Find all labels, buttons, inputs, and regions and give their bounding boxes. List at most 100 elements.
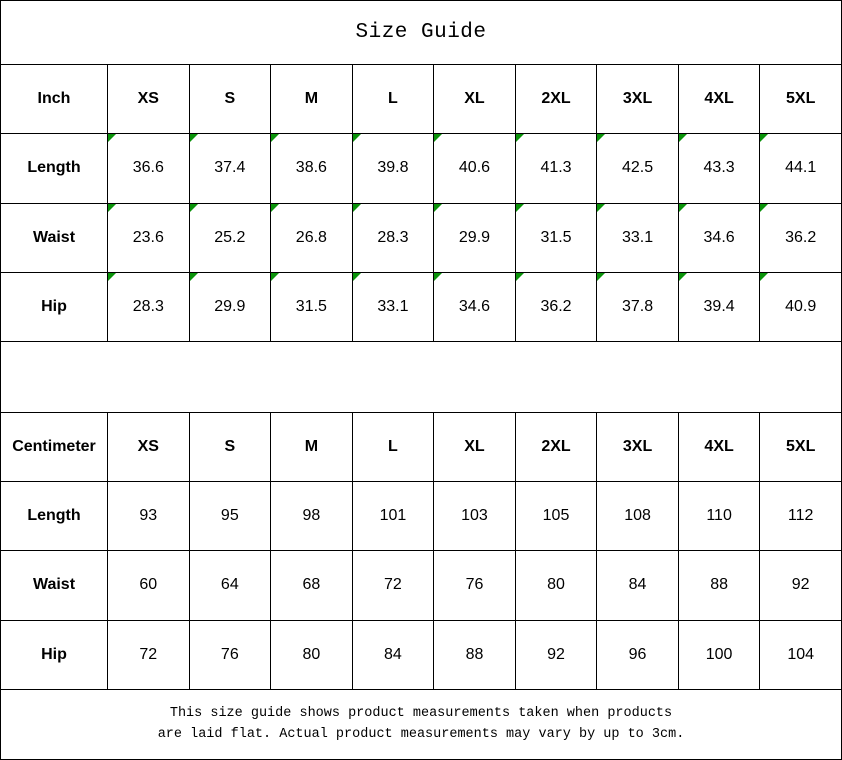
measurement-value: 23.6 (107, 202, 190, 273)
measurement-value: 103 (433, 481, 516, 552)
flag-triangle-icon (108, 204, 116, 212)
measurement-value: 41.3 (514, 133, 598, 204)
flag-triangle-icon (190, 204, 198, 212)
measurement-value: 40.9 (759, 271, 842, 342)
measurement-value: 80 (514, 550, 598, 621)
size-header-cell: 2XL (514, 64, 598, 135)
measurement-value: 110 (677, 481, 761, 552)
measurement-value: 84 (351, 619, 435, 690)
flag-triangle-icon (190, 273, 198, 281)
inch-hip-row: Hip 28.3 29.9 31.5 33.1 34.6 36.2 37.8 3… (0, 271, 842, 342)
measurement-value: 64 (188, 550, 272, 621)
measurement-value: 88 (677, 550, 761, 621)
unit-header-cell: Centimeter (0, 412, 108, 483)
measurement-value: 40.6 (433, 133, 516, 204)
flag-triangle-icon (679, 273, 687, 281)
measurement-value: 43.3 (677, 133, 761, 204)
size-header-cell: S (188, 64, 272, 135)
measurement-value: 95 (188, 481, 272, 552)
flag-triangle-icon (597, 134, 606, 143)
measurement-value: 101 (351, 481, 435, 552)
footer-note-line: are laid flat. Actual product measuremen… (157, 727, 685, 743)
flag-triangle-icon (516, 204, 524, 212)
flag-triangle-icon (760, 134, 769, 143)
size-header-cell: 2XL (514, 412, 598, 483)
flag-triangle-icon (434, 273, 443, 281)
measurement-value: 28.3 (351, 202, 435, 273)
measurement-value: 29.9 (188, 271, 272, 342)
measurement-value: 72 (351, 550, 435, 621)
measurement-label: Waist (0, 202, 108, 273)
measurement-label: Hip (0, 271, 108, 342)
flag-triangle-icon (597, 204, 606, 212)
flag-triangle-icon (760, 204, 769, 212)
size-header-cell: 3XL (596, 412, 679, 483)
inch-header-row: Inch XS S M L XL 2XL 3XL 4XL 5XL (0, 64, 842, 135)
measurement-value: 100 (677, 619, 761, 690)
measurement-value: 25.2 (188, 202, 272, 273)
measurement-value: 42.5 (596, 133, 679, 204)
spacer-cell (0, 340, 842, 414)
title-row: Size Guide (0, 0, 842, 66)
flag-triangle-icon (516, 273, 524, 281)
footer-row: This size guide shows product measuremen… (0, 688, 842, 760)
measurement-value: 60 (107, 550, 190, 621)
measurement-value: 26.8 (270, 202, 353, 273)
size-header-cell: XL (433, 412, 516, 483)
size-header-cell: L (351, 412, 435, 483)
size-header-cell: 5XL (759, 64, 842, 135)
measurement-value: 104 (759, 619, 842, 690)
inch-waist-row: Waist 23.6 25.2 26.8 28.3 29.9 31.5 33.1… (0, 202, 842, 273)
footer-note: This size guide shows product measuremen… (0, 688, 842, 760)
size-header-cell: 5XL (759, 412, 842, 483)
flag-triangle-icon (190, 134, 198, 143)
measurement-label: Length (0, 481, 108, 552)
flag-triangle-icon (679, 134, 687, 143)
measurement-value: 31.5 (514, 202, 598, 273)
flag-triangle-icon (679, 204, 687, 212)
centimeter-header-row: Centimeter XS S M L XL 2XL 3XL 4XL 5XL (0, 412, 842, 483)
centimeter-hip-row: Hip 72 76 80 84 88 92 96 100 104 (0, 619, 842, 690)
unit-header-cell: Inch (0, 64, 108, 135)
flag-triangle-icon (108, 134, 116, 143)
size-header-cell: 4XL (677, 412, 761, 483)
measurement-value: 34.6 (677, 202, 761, 273)
measurement-value: 33.1 (596, 202, 679, 273)
size-header-cell: M (270, 412, 353, 483)
flag-triangle-icon (597, 273, 606, 281)
measurement-value: 29.9 (433, 202, 516, 273)
measurement-label: Hip (0, 619, 108, 690)
measurement-value: 37.8 (596, 271, 679, 342)
measurement-value: 36.2 (759, 202, 842, 273)
size-header-cell: XL (433, 64, 516, 135)
inch-length-row: Length 36.6 37.4 38.6 39.8 40.6 41.3 42.… (0, 133, 842, 204)
measurement-value: 28.3 (107, 271, 190, 342)
size-header-cell: 3XL (596, 64, 679, 135)
measurement-value: 31.5 (270, 271, 353, 342)
flag-triangle-icon (271, 134, 280, 143)
centimeter-waist-row: Waist 60 64 68 72 76 80 84 88 92 (0, 550, 842, 621)
measurement-value: 92 (514, 619, 598, 690)
spacer-row (0, 340, 842, 414)
measurement-value: 84 (596, 550, 679, 621)
page-title: Size Guide (0, 0, 842, 66)
measurement-label: Waist (0, 550, 108, 621)
measurement-value: 68 (270, 550, 353, 621)
size-header-cell: L (351, 64, 435, 135)
measurement-value: 96 (596, 619, 679, 690)
measurement-label: Length (0, 133, 108, 204)
measurement-value: 105 (514, 481, 598, 552)
measurement-value: 112 (759, 481, 842, 552)
measurement-value: 93 (107, 481, 190, 552)
flag-triangle-icon (353, 204, 361, 212)
flag-triangle-icon (108, 273, 116, 281)
flag-triangle-icon (516, 134, 524, 143)
footer-note-line: This size guide shows product measuremen… (169, 706, 673, 722)
measurement-value: 39.8 (351, 133, 435, 204)
flag-triangle-icon (353, 134, 361, 143)
measurement-value: 34.6 (433, 271, 516, 342)
measurement-value: 92 (759, 550, 842, 621)
measurement-value: 36.2 (514, 271, 598, 342)
measurement-value: 108 (596, 481, 679, 552)
flag-triangle-icon (434, 204, 443, 212)
